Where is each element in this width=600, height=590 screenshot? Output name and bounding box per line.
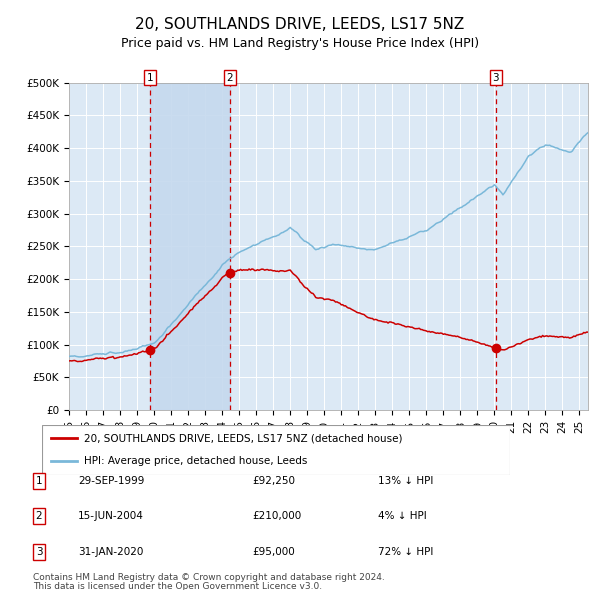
Text: £92,250: £92,250 bbox=[252, 476, 295, 486]
Text: 2: 2 bbox=[35, 512, 43, 521]
Text: 4% ↓ HPI: 4% ↓ HPI bbox=[378, 512, 427, 521]
Text: £210,000: £210,000 bbox=[252, 512, 301, 521]
Text: 1: 1 bbox=[146, 73, 153, 83]
Text: 2: 2 bbox=[226, 73, 233, 83]
Text: This data is licensed under the Open Government Licence v3.0.: This data is licensed under the Open Gov… bbox=[33, 582, 322, 590]
Text: 13% ↓ HPI: 13% ↓ HPI bbox=[378, 476, 433, 486]
Text: 31-JAN-2020: 31-JAN-2020 bbox=[78, 547, 143, 556]
Text: 1: 1 bbox=[35, 476, 43, 486]
Text: Price paid vs. HM Land Registry's House Price Index (HPI): Price paid vs. HM Land Registry's House … bbox=[121, 37, 479, 50]
Text: HPI: Average price, detached house, Leeds: HPI: Average price, detached house, Leed… bbox=[84, 457, 307, 467]
Bar bbox=[150, 83, 230, 410]
Text: 15-JUN-2004: 15-JUN-2004 bbox=[78, 512, 144, 521]
Text: 3: 3 bbox=[35, 547, 43, 556]
Text: 29-SEP-1999: 29-SEP-1999 bbox=[78, 476, 145, 486]
Text: 20, SOUTHLANDS DRIVE, LEEDS, LS17 5NZ (detached house): 20, SOUTHLANDS DRIVE, LEEDS, LS17 5NZ (d… bbox=[84, 433, 403, 443]
Text: 72% ↓ HPI: 72% ↓ HPI bbox=[378, 547, 433, 556]
Text: £95,000: £95,000 bbox=[252, 547, 295, 556]
Text: 20, SOUTHLANDS DRIVE, LEEDS, LS17 5NZ: 20, SOUTHLANDS DRIVE, LEEDS, LS17 5NZ bbox=[136, 17, 464, 31]
Text: Contains HM Land Registry data © Crown copyright and database right 2024.: Contains HM Land Registry data © Crown c… bbox=[33, 573, 385, 582]
Text: 3: 3 bbox=[493, 73, 499, 83]
